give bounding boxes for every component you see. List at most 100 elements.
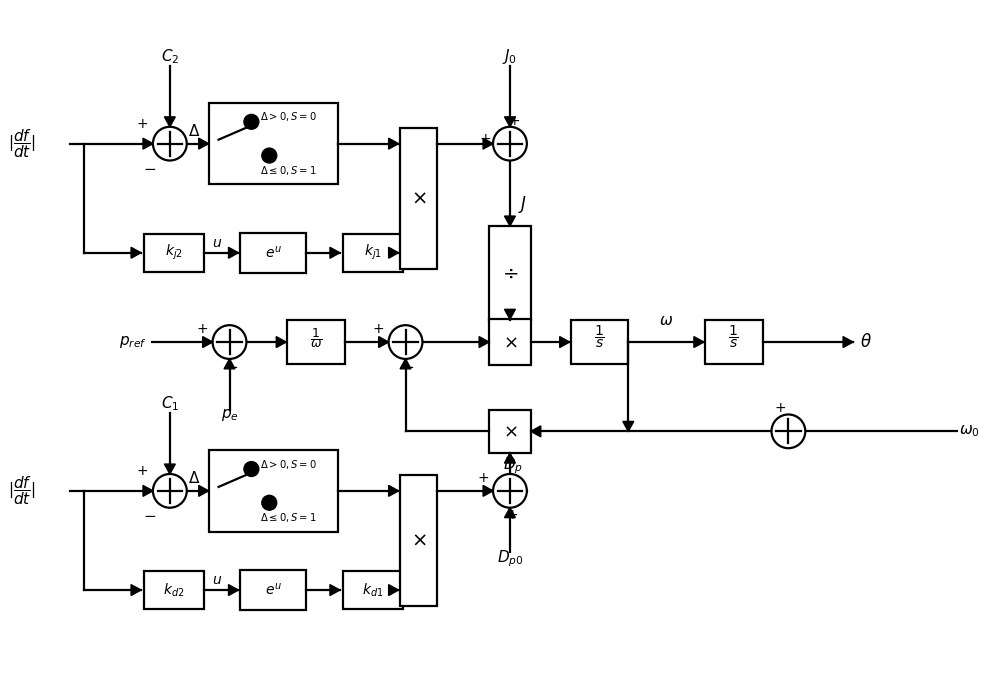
Bar	[144, 234, 204, 272]
Polygon shape	[483, 485, 493, 496]
Circle shape	[771, 415, 805, 448]
Polygon shape	[389, 138, 399, 149]
Polygon shape	[623, 422, 634, 431]
Polygon shape	[504, 507, 515, 518]
Bar	[489, 319, 531, 365]
Polygon shape	[330, 247, 340, 258]
Polygon shape	[479, 337, 489, 348]
Text: $D_p$: $D_p$	[503, 456, 523, 476]
Bar	[400, 128, 437, 268]
Text: +: +	[373, 322, 384, 336]
Bar	[287, 320, 345, 364]
Text: $p_e$: $p_e$	[221, 408, 238, 424]
Circle shape	[493, 127, 527, 160]
Polygon shape	[389, 247, 399, 258]
Text: $e^u$: $e^u$	[265, 582, 282, 598]
Text: $\theta$: $\theta$	[860, 333, 872, 351]
Polygon shape	[531, 426, 541, 437]
Text: +: +	[136, 117, 148, 131]
Circle shape	[244, 114, 259, 129]
Polygon shape	[131, 247, 141, 258]
Text: +: +	[477, 471, 489, 485]
Polygon shape	[504, 453, 515, 463]
Text: $\times$: $\times$	[411, 531, 426, 550]
Polygon shape	[330, 585, 340, 595]
Bar	[705, 320, 763, 364]
Text: $\Delta\leq0,S=1$: $\Delta\leq0,S=1$	[260, 511, 317, 524]
Text: $J$: $J$	[518, 194, 527, 215]
Text: $k_{j2}$: $k_{j2}$	[165, 243, 183, 262]
Text: $|\dfrac{df}{dt}|$: $|\dfrac{df}{dt}|$	[8, 128, 36, 160]
Polygon shape	[389, 585, 399, 595]
Bar	[209, 450, 338, 532]
Text: $p_{ref}$: $p_{ref}$	[119, 334, 147, 350]
Polygon shape	[389, 485, 399, 496]
Text: $-$: $-$	[806, 422, 819, 437]
Text: $\dfrac{1}{s}$: $\dfrac{1}{s}$	[594, 324, 605, 351]
Text: $\Delta\leq0,S=1$: $\Delta\leq0,S=1$	[260, 164, 317, 177]
Text: $\omega$: $\omega$	[659, 313, 673, 328]
Text: +: +	[506, 507, 518, 521]
Text: u: u	[212, 573, 221, 587]
Text: $\omega_0$: $\omega_0$	[959, 424, 980, 439]
Text: $-$: $-$	[401, 358, 414, 374]
Polygon shape	[379, 337, 389, 348]
Polygon shape	[504, 216, 515, 226]
Bar	[144, 572, 204, 609]
Bar	[240, 570, 306, 610]
Polygon shape	[504, 309, 515, 319]
Polygon shape	[843, 337, 853, 348]
Circle shape	[493, 474, 527, 507]
Text: $-$: $-$	[225, 358, 238, 374]
Text: $\div$: $\div$	[502, 263, 518, 282]
Circle shape	[262, 148, 277, 163]
Text: $|\dfrac{df}{dt}|$: $|\dfrac{df}{dt}|$	[8, 475, 36, 507]
Bar	[209, 103, 338, 184]
Text: $\times$: $\times$	[503, 333, 517, 351]
Polygon shape	[164, 464, 175, 474]
Bar	[343, 234, 403, 272]
Text: $k_{d1}$: $k_{d1}$	[362, 581, 383, 599]
Text: u: u	[212, 236, 221, 250]
Polygon shape	[203, 337, 213, 348]
Text: $\Delta$: $\Delta$	[188, 123, 200, 139]
Circle shape	[262, 496, 277, 510]
Text: $D_{p0}$: $D_{p0}$	[497, 548, 523, 569]
Text: +: +	[197, 322, 208, 336]
Text: $\times$: $\times$	[503, 422, 517, 441]
Circle shape	[213, 325, 246, 359]
Text: $C_2$: $C_2$	[161, 47, 179, 66]
Text: +: +	[479, 132, 491, 146]
Circle shape	[153, 474, 187, 507]
Bar	[489, 226, 531, 320]
Text: $C_1$: $C_1$	[161, 395, 179, 413]
Bar	[489, 410, 531, 453]
Text: $\dfrac{1}{\omega}$: $\dfrac{1}{\omega}$	[310, 326, 322, 350]
Polygon shape	[143, 138, 153, 149]
Polygon shape	[229, 585, 238, 595]
Polygon shape	[694, 337, 704, 348]
Polygon shape	[276, 337, 286, 348]
Text: $k_{d2}$: $k_{d2}$	[163, 581, 185, 599]
Text: $\Delta>0,S=0$: $\Delta>0,S=0$	[260, 457, 317, 470]
Circle shape	[153, 127, 187, 160]
Polygon shape	[560, 337, 570, 348]
Text: $\Delta$: $\Delta$	[188, 470, 200, 486]
Polygon shape	[483, 138, 493, 149]
Text: $\times$: $\times$	[411, 189, 426, 208]
Text: $\dfrac{1}{s}$: $\dfrac{1}{s}$	[728, 324, 739, 351]
Polygon shape	[504, 117, 515, 127]
Polygon shape	[400, 359, 411, 369]
Circle shape	[389, 325, 422, 359]
Polygon shape	[164, 117, 175, 127]
Bar	[240, 233, 306, 273]
Text: $\Delta>0,S=0$: $\Delta>0,S=0$	[260, 110, 317, 123]
Bar	[400, 475, 437, 606]
Text: $J_0$: $J_0$	[502, 47, 518, 66]
Text: $-$: $-$	[143, 160, 157, 175]
Text: +: +	[775, 401, 786, 415]
Polygon shape	[131, 585, 141, 595]
Polygon shape	[224, 359, 235, 369]
Bar	[571, 320, 628, 364]
Text: $k_{j1}$: $k_{j1}$	[364, 243, 382, 262]
